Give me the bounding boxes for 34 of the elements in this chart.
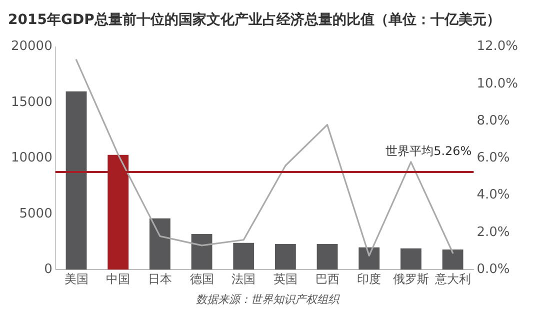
bar [316, 244, 338, 270]
y-tick-label: 5000 [19, 206, 52, 222]
y2-tick-label: 2.0% [476, 224, 510, 240]
x-tick-label: 德国 [190, 272, 214, 286]
y2-tick-label: 0.0% [476, 262, 510, 277]
y2-tick-label: 6.0% [476, 150, 510, 166]
y2-tick-label: 4.0% [476, 188, 510, 203]
ref-line-label: 世界平均5.26% [386, 144, 472, 158]
x-tick-label: 印度 [357, 272, 382, 286]
x-tick-label: 法国 [232, 272, 256, 286]
y2-tick-label: 8.0% [476, 113, 510, 128]
x-tick-label: 意大利 [434, 272, 471, 286]
bar [191, 234, 212, 270]
y2-tick-label: 12.0% [476, 39, 518, 54]
x-tick-label: 日本 [148, 272, 172, 286]
bar [66, 91, 87, 270]
y-tick-label: 0 [44, 262, 52, 277]
bar [442, 250, 464, 270]
y-tick-label: 20000 [10, 39, 52, 54]
bar [233, 242, 254, 270]
bar [274, 244, 296, 270]
x-tick-label: 中国 [106, 272, 130, 286]
x-tick-label: 英国 [273, 272, 298, 286]
bar [358, 247, 380, 270]
x-tick-label: 俄罗斯 [392, 272, 429, 286]
y2-tick-label: 10.0% [476, 76, 518, 92]
x-tick-label: 巴西 [315, 272, 340, 286]
bar [400, 248, 422, 270]
y-tick-label: 10000 [10, 150, 52, 166]
x-tick-label: 美国 [64, 272, 88, 286]
chart-title: 2015年GDP总量前十位的国家文化产业占经济总量的比值（单位：十亿美元） [8, 11, 500, 28]
source-note: 数据来源：世界知识产权组织 [195, 292, 341, 307]
y-tick-label: 15000 [10, 94, 52, 110]
bar [149, 218, 170, 270]
